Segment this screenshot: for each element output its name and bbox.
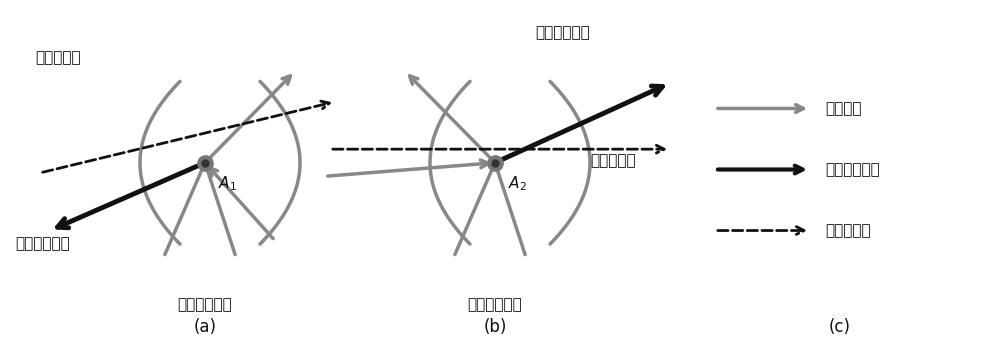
Text: 平板玻璃正面: 平板玻璃正面 bbox=[178, 298, 232, 313]
Text: 曲面表面法线: 曲面表面法线 bbox=[15, 237, 70, 252]
Text: $A_2$: $A_2$ bbox=[508, 175, 527, 193]
Text: (c): (c) bbox=[829, 318, 851, 336]
Text: 斯涅尔法线: 斯涅尔法线 bbox=[35, 50, 81, 65]
Text: (a): (a) bbox=[194, 318, 216, 336]
Text: (b): (b) bbox=[483, 318, 507, 336]
Text: 斯涅尔法线: 斯涅尔法线 bbox=[590, 154, 636, 168]
Text: 曲面表面法线: 曲面表面法线 bbox=[825, 162, 880, 177]
Text: 曲面表面法线: 曲面表面法线 bbox=[535, 25, 590, 40]
Text: 折射光路: 折射光路 bbox=[825, 101, 862, 116]
Text: 平板玻璃反面: 平板玻璃反面 bbox=[468, 298, 522, 313]
Text: $A_1$: $A_1$ bbox=[218, 175, 237, 193]
Text: 斯涅尔法线: 斯涅尔法线 bbox=[825, 223, 871, 238]
